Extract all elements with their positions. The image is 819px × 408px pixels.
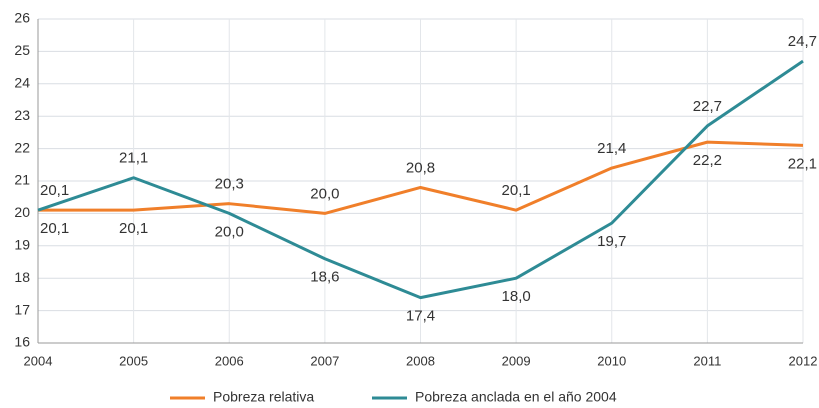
data-label: 20,1 [40, 220, 69, 237]
x-tick-label: 2006 [215, 353, 244, 368]
data-label: 21,4 [597, 140, 626, 157]
data-label: 20,1 [502, 182, 531, 199]
data-label: 20,1 [119, 220, 148, 237]
data-label: 20,1 [40, 182, 69, 199]
legend-label: Pobreza relativa [213, 389, 314, 405]
data-label: 22,7 [693, 98, 722, 115]
data-label: 22,2 [693, 152, 722, 169]
series-line [37, 59, 804, 300]
data-label: 21,1 [119, 150, 148, 167]
data-label: 20,3 [215, 176, 244, 193]
data-label: 18,6 [310, 269, 339, 286]
y-tick-label: 17 [14, 301, 30, 317]
data-label: 20,8 [406, 159, 435, 176]
y-tick-label: 20 [14, 204, 30, 220]
data-label: 20,0 [215, 223, 244, 240]
data-label: 19,7 [597, 233, 626, 250]
data-label: 22,1 [788, 155, 817, 172]
legend-label: Pobreza anclada en el año 2004 [415, 389, 617, 405]
x-tick-label: 2005 [119, 353, 148, 368]
data-label: 24,7 [788, 33, 817, 50]
data-label: 20,0 [310, 185, 339, 202]
series-line [38, 140, 804, 215]
x-tick-label: 2008 [406, 353, 435, 368]
y-tick-label: 18 [14, 269, 30, 285]
y-tick-label: 24 [14, 75, 30, 91]
data-label: 18,0 [502, 288, 531, 305]
y-tick-label: 23 [14, 107, 30, 123]
y-tick-label: 22 [14, 139, 30, 155]
x-tick-label: 2004 [24, 353, 53, 368]
x-tick-label: 2012 [789, 353, 818, 368]
y-tick-label: 26 [14, 10, 30, 26]
y-tick-label: 16 [14, 334, 30, 350]
y-tick-label: 19 [14, 237, 30, 253]
data-label: 17,4 [406, 308, 435, 325]
x-tick-label: 2009 [502, 353, 531, 368]
x-tick-label: 2011 [693, 353, 721, 368]
x-tick-label: 2010 [597, 353, 626, 368]
x-tick-label: 2007 [310, 353, 339, 368]
y-tick-label: 25 [14, 42, 30, 58]
y-tick-label: 21 [14, 172, 30, 188]
